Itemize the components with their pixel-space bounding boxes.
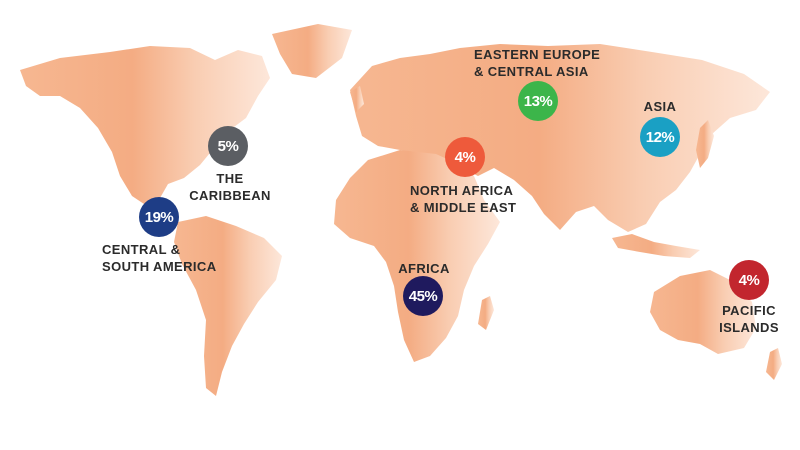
pacific-islands-label-line-2: ISLANDS: [719, 320, 779, 335]
caribbean-label-line-1: THE: [216, 171, 244, 186]
africa-label-line-1: AFRICA: [398, 261, 450, 276]
asia-label: ASIA: [630, 98, 690, 115]
africa-label: AFRICA: [384, 260, 464, 277]
australia-shape: [650, 270, 756, 354]
new-zealand-shape: [766, 348, 782, 380]
asia-label-line-1: ASIA: [643, 99, 677, 114]
central-south-america-percent-marker: 19%: [139, 197, 179, 237]
central-south-america-label-line-1: CENTRAL &: [102, 242, 181, 257]
pacific-islands-label: PACIFIC ISLANDS: [706, 302, 792, 336]
land-masses: [20, 24, 782, 396]
eastern-europe-central-asia-label-line-2: & CENTRAL ASIA: [474, 64, 589, 79]
eastern-europe-central-asia-percent-marker: 13%: [518, 81, 558, 121]
madagascar-shape: [478, 296, 494, 330]
japan-shape: [696, 120, 714, 168]
caribbean-label-line-2: CARIBBEAN: [189, 188, 271, 203]
pacific-islands-percent-marker: 4%: [729, 260, 769, 300]
eastern-europe-central-asia-label: EASTERN EUROPE & CENTRAL ASIA: [474, 46, 600, 80]
caribbean-percent-marker: 5%: [208, 126, 248, 166]
greenland-shape: [272, 24, 352, 78]
south-america-shape: [174, 216, 282, 396]
uk-shape: [350, 86, 364, 112]
caribbean-label: THE CARIBBEAN: [172, 170, 288, 204]
central-south-america-label: CENTRAL & SOUTH AMERICA: [102, 241, 217, 275]
eastern-europe-central-asia-label-line-1: EASTERN EUROPE: [474, 47, 601, 62]
north-africa-middle-east-percent-marker: 4%: [445, 137, 485, 177]
africa-shape: [334, 150, 500, 362]
north-africa-middle-east-label: NORTH AFRICA & MIDDLE EAST: [410, 182, 516, 216]
eurasia-shape: [350, 44, 770, 232]
north-africa-middle-east-label-line-2: & MIDDLE EAST: [410, 200, 517, 215]
central-south-america-label-line-2: SOUTH AMERICA: [102, 259, 217, 274]
asia-percent-marker: 12%: [640, 117, 680, 157]
north-africa-middle-east-label-line-1: NORTH AFRICA: [410, 183, 514, 198]
pacific-islands-label-line-1: PACIFIC: [722, 303, 776, 318]
north-america-shape: [20, 46, 270, 218]
africa-percent-marker: 45%: [403, 276, 443, 316]
indonesia-shape: [612, 234, 700, 258]
